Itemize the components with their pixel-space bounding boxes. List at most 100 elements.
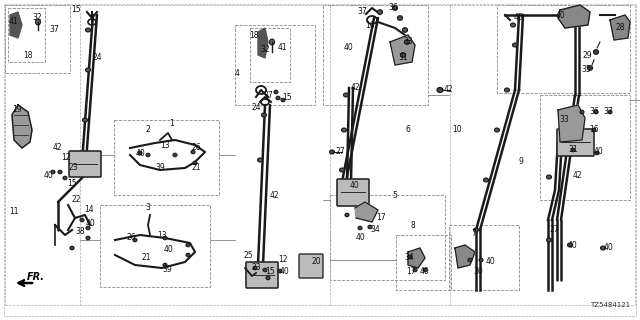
Text: 38: 38: [75, 228, 85, 236]
Ellipse shape: [595, 151, 599, 155]
Text: 12: 12: [61, 154, 71, 163]
Ellipse shape: [51, 170, 55, 174]
Text: 36: 36: [589, 108, 599, 116]
Ellipse shape: [608, 110, 612, 114]
Polygon shape: [355, 202, 378, 222]
Text: 13: 13: [160, 140, 170, 149]
Ellipse shape: [511, 23, 515, 27]
Text: 29: 29: [582, 51, 592, 60]
Ellipse shape: [339, 168, 344, 172]
Ellipse shape: [593, 50, 598, 54]
Ellipse shape: [547, 175, 552, 179]
Text: 21: 21: [191, 164, 201, 172]
Polygon shape: [558, 105, 585, 142]
Text: 32: 32: [32, 13, 42, 22]
Text: 37: 37: [357, 7, 367, 17]
Ellipse shape: [580, 110, 584, 114]
Ellipse shape: [193, 161, 197, 165]
Text: 42: 42: [572, 171, 582, 180]
Text: FR.: FR.: [27, 272, 45, 282]
Text: 32: 32: [260, 45, 270, 54]
Text: 33: 33: [559, 116, 569, 124]
Text: 39: 39: [162, 266, 172, 275]
Ellipse shape: [345, 213, 349, 217]
Ellipse shape: [378, 10, 383, 14]
Ellipse shape: [133, 238, 137, 242]
Text: 41: 41: [8, 18, 18, 27]
Text: 40: 40: [135, 148, 145, 157]
Polygon shape: [10, 12, 22, 38]
FancyBboxPatch shape: [299, 254, 323, 278]
Text: 40: 40: [486, 258, 496, 267]
Ellipse shape: [86, 226, 90, 230]
Ellipse shape: [146, 153, 150, 157]
Text: 36: 36: [388, 4, 398, 12]
Text: 40: 40: [568, 241, 578, 250]
Ellipse shape: [588, 66, 593, 70]
Text: 41: 41: [277, 43, 287, 52]
Bar: [235, 25, 315, 105]
Ellipse shape: [592, 128, 596, 132]
Text: 28: 28: [615, 23, 625, 33]
Text: 15: 15: [282, 93, 292, 102]
Ellipse shape: [358, 226, 362, 230]
Ellipse shape: [173, 153, 177, 157]
Ellipse shape: [571, 148, 575, 152]
Text: 40: 40: [593, 148, 603, 156]
Ellipse shape: [437, 87, 443, 92]
Ellipse shape: [70, 246, 74, 250]
Bar: [449, 225, 519, 290]
Text: 22: 22: [71, 196, 81, 204]
Ellipse shape: [58, 170, 62, 174]
Ellipse shape: [274, 90, 278, 94]
Text: 10: 10: [452, 125, 462, 134]
Text: 17: 17: [376, 213, 386, 222]
Bar: [396, 235, 451, 290]
Ellipse shape: [397, 16, 403, 20]
Text: 13: 13: [157, 230, 167, 239]
Text: 15: 15: [71, 5, 81, 14]
Text: 16: 16: [365, 20, 375, 29]
Text: 40: 40: [355, 234, 365, 243]
Ellipse shape: [186, 243, 190, 247]
Ellipse shape: [474, 228, 479, 232]
Text: 16: 16: [589, 125, 599, 134]
Text: 3: 3: [145, 203, 150, 212]
Ellipse shape: [163, 236, 167, 240]
Text: 39: 39: [155, 164, 165, 172]
Text: 40: 40: [514, 13, 524, 22]
Ellipse shape: [276, 96, 280, 100]
Ellipse shape: [278, 269, 282, 273]
Ellipse shape: [163, 263, 167, 267]
Text: 15: 15: [265, 268, 275, 276]
Ellipse shape: [281, 98, 285, 102]
Ellipse shape: [35, 19, 40, 25]
Ellipse shape: [495, 128, 499, 132]
Text: 27: 27: [549, 226, 559, 235]
Ellipse shape: [263, 268, 267, 272]
Text: TZ5484121: TZ5484121: [590, 302, 630, 308]
Text: 37: 37: [263, 91, 273, 100]
Text: 12: 12: [278, 255, 288, 265]
Ellipse shape: [504, 88, 509, 92]
Text: 19: 19: [12, 106, 22, 115]
Bar: [330, 195, 445, 280]
Ellipse shape: [80, 218, 84, 222]
Bar: [323, 5, 428, 105]
Text: 42: 42: [52, 142, 62, 151]
Text: 24: 24: [92, 52, 102, 61]
Bar: [5, 5, 70, 73]
Text: 40: 40: [279, 268, 289, 276]
Ellipse shape: [594, 110, 598, 114]
Text: 18: 18: [23, 51, 33, 60]
Text: 15: 15: [67, 180, 77, 188]
Ellipse shape: [262, 113, 266, 117]
Text: 5: 5: [392, 190, 397, 199]
Ellipse shape: [392, 6, 397, 10]
Text: 42: 42: [269, 190, 279, 199]
Text: 20: 20: [311, 258, 321, 267]
Text: 40: 40: [344, 44, 354, 52]
Text: 1: 1: [170, 118, 174, 127]
Text: 23: 23: [251, 263, 261, 273]
Text: 6: 6: [406, 125, 410, 134]
